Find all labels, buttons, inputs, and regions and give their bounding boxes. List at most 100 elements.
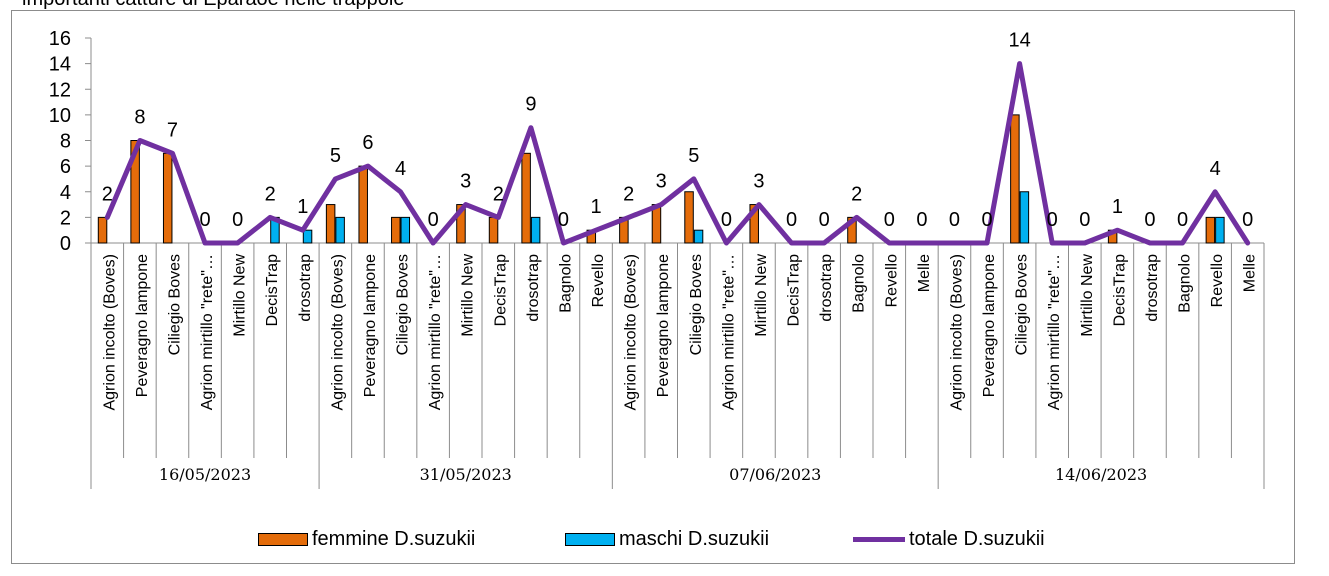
group-label: 07/06/2023	[729, 465, 821, 484]
category-label: drosotrap	[1144, 254, 1161, 322]
data-label: 3	[460, 171, 471, 193]
data-label: 0	[1047, 209, 1058, 231]
category-label: Agrion incolto (Boves)	[948, 254, 965, 411]
data-label: 0	[558, 209, 569, 231]
bar-maschi	[335, 216, 345, 244]
chart-frame	[11, 10, 1295, 564]
bar-maschi	[530, 216, 541, 244]
bar-maschi	[400, 216, 411, 244]
y-tick-label: 12	[49, 79, 71, 101]
data-label: 0	[884, 209, 895, 231]
category-label: Peveragno lampone	[134, 254, 151, 397]
legend-item-femmine: femmine D.suzukii	[258, 528, 475, 551]
y-tick-label: 10	[49, 105, 71, 127]
category-label: Melle	[916, 254, 933, 292]
category-label: DecisTrap	[1111, 254, 1128, 326]
line-totale	[104, 61, 1251, 246]
category-label: Peveragno lampone	[655, 254, 672, 397]
data-label: 4	[395, 158, 406, 180]
data-label: 0	[232, 209, 243, 231]
group-label: 16/05/2023	[159, 465, 251, 484]
group-label: 14/06/2023	[1055, 465, 1147, 484]
data-label: 7	[167, 119, 178, 141]
bar-maschi	[302, 229, 313, 244]
data-label: 0	[1177, 209, 1188, 231]
legend-label-maschi: maschi D.suzukii	[619, 528, 770, 550]
bar-femmine	[358, 165, 368, 244]
category-label: Peveragno lampone	[362, 254, 379, 397]
category-label: drosotrap	[818, 254, 835, 322]
data-label: 3	[753, 171, 764, 193]
data-label: 0	[1242, 209, 1253, 231]
data-label: 2	[493, 183, 504, 205]
bar-femmine	[162, 152, 173, 244]
category-label: Agrion incolto (Boves)	[101, 254, 118, 411]
data-label: 0	[786, 209, 797, 231]
bar-femmine	[1205, 216, 1216, 244]
data-label: 6	[362, 132, 373, 154]
data-label: 8	[134, 107, 145, 129]
legend-swatch-maschi	[565, 533, 615, 546]
y-tick-label: 2	[60, 207, 71, 229]
group-label: 31/05/2023	[420, 465, 512, 484]
category-label: Mirtillo New	[1079, 254, 1096, 337]
data-label: 4	[1210, 158, 1221, 180]
data-label: 9	[525, 94, 536, 116]
category-label: Revello	[1209, 254, 1226, 307]
bar-femmine	[684, 191, 694, 244]
y-tick-label: 0	[60, 233, 71, 255]
data-label: 2	[623, 183, 634, 205]
legend-swatch-femmine	[258, 533, 308, 546]
legend-item-totale: totale D.suzukii	[853, 528, 1045, 551]
data-label: 0	[981, 209, 992, 231]
category-label: Revello	[590, 254, 607, 307]
bar-femmine	[130, 140, 140, 244]
category-label: Agrion mirtillo "rete"…	[427, 254, 444, 410]
bar-femmine	[1010, 114, 1020, 244]
category-label: Ciliegio Boves	[688, 254, 705, 355]
data-label: 0	[199, 209, 210, 231]
category-label: Agrion mirtillo "rete"…	[1046, 254, 1063, 410]
data-label: 0	[916, 209, 927, 231]
bar-maschi	[693, 229, 704, 244]
bar-femmine	[847, 216, 857, 244]
legend-swatch-totale	[853, 537, 905, 542]
category-label: Ciliegio Boves	[166, 254, 183, 355]
category-label: Mirtillo New	[460, 254, 477, 337]
category-label: drosotrap	[297, 254, 314, 322]
category-label: Mirtillo New	[232, 254, 249, 337]
y-tick-label: 16	[49, 28, 71, 50]
data-label: 1	[297, 196, 308, 218]
bar-femmine	[749, 204, 759, 244]
data-label: 2	[102, 183, 113, 205]
category-label: Bagnolo	[1177, 254, 1194, 313]
legend-item-maschi: maschi D.suzukii	[565, 528, 769, 551]
chart-caption-partial: importanti catture di Eparaoe nelle trap…	[22, 0, 404, 11]
y-tick-label: 6	[60, 156, 71, 178]
y-tick-label: 14	[49, 54, 71, 76]
data-label: 0	[819, 209, 830, 231]
category-label: Ciliegio Boves	[395, 254, 412, 355]
category-label: Bagnolo	[851, 254, 868, 313]
data-label: 3	[656, 171, 667, 193]
category-label: Agrion mirtillo "rete"…	[720, 254, 737, 410]
category-label: drosotrap	[525, 254, 542, 322]
bar-femmine	[325, 204, 336, 244]
data-label: 1	[590, 196, 601, 218]
category-label: DecisTrap	[786, 254, 803, 326]
category-label: Revello	[883, 254, 900, 307]
category-label: Agrion mirtillo "rete"…	[199, 254, 216, 410]
data-label: 0	[1144, 209, 1155, 231]
category-label: DecisTrap	[264, 254, 281, 326]
bar-maschi	[1215, 216, 1225, 244]
data-label: 2	[265, 183, 276, 205]
data-label: 0	[428, 209, 439, 231]
bar-femmine	[488, 216, 499, 244]
category-label: Agrion incolto (Boves)	[623, 254, 640, 411]
category-label: Melle	[1242, 254, 1259, 292]
bar-femmine	[456, 204, 466, 244]
y-tick-label: 8	[60, 131, 71, 153]
data-label: 2	[851, 183, 862, 205]
data-label: 5	[688, 145, 699, 167]
